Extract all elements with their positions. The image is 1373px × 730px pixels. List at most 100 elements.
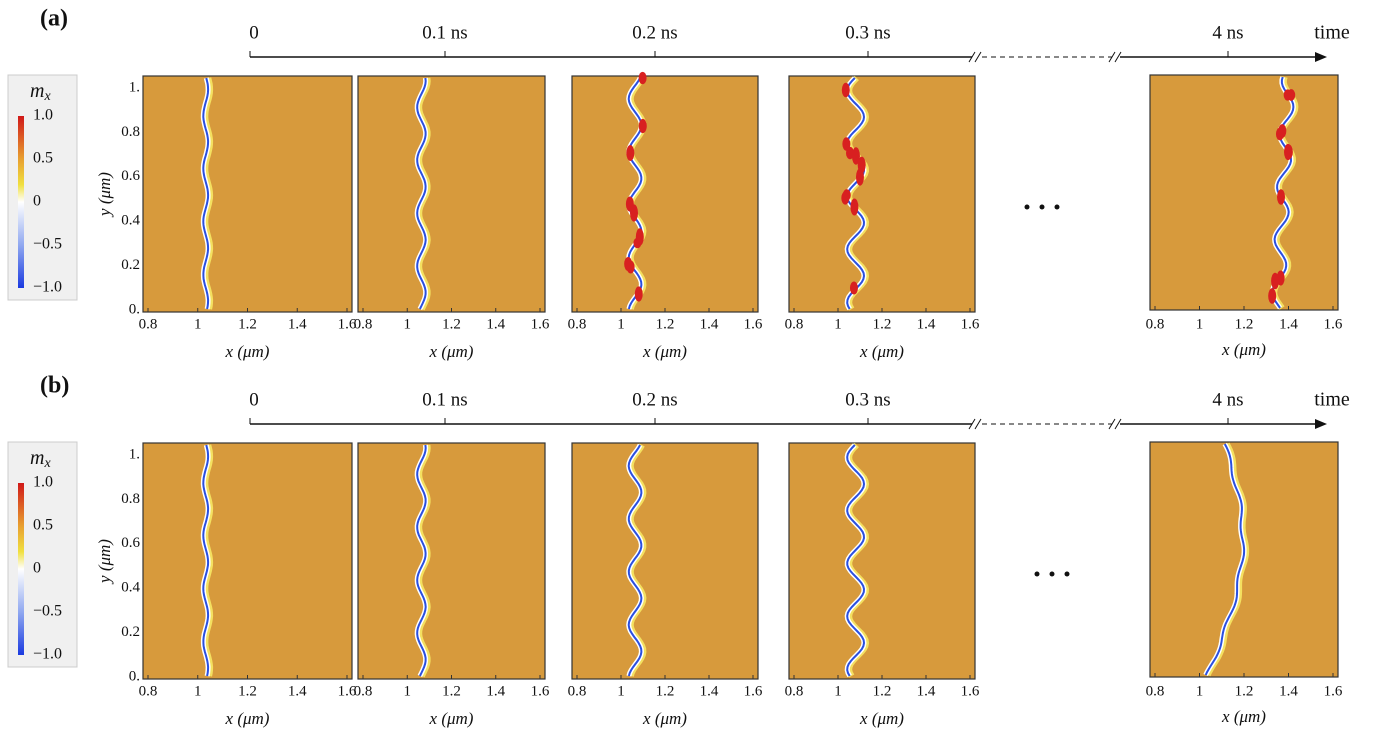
timeline-label: time: [1314, 22, 1350, 44]
x-tick-label: 0.8: [785, 683, 804, 699]
x-tick-label: 1.2: [238, 683, 257, 699]
x-tick-label: 1: [617, 683, 625, 699]
x-tick-label: 1.4: [288, 683, 307, 699]
x-tick-label: 0.8: [354, 683, 373, 699]
x-axis-label: x (μm): [859, 342, 904, 361]
red-spot: [630, 204, 638, 221]
snapshot: [143, 76, 352, 312]
colorbar-tick-label: 0.5: [33, 517, 53, 534]
colorbar-tick-label: −0.5: [33, 603, 62, 620]
timeline-tick-label: 0.2 ns: [632, 22, 677, 43]
red-spot: [841, 191, 849, 204]
colorbar-tick-label: 1.0: [33, 107, 53, 124]
arrow-head: [1315, 52, 1327, 62]
x-tick-label: 0.8: [1146, 316, 1165, 332]
arrow-head: [1315, 419, 1327, 429]
y-tick-label: 1.: [129, 79, 140, 95]
x-tick-label: 0.8: [139, 683, 158, 699]
x-tick-label: 1.2: [1235, 316, 1254, 332]
red-spot: [842, 83, 850, 97]
x-tick-label: 1.2: [442, 683, 461, 699]
x-tick-label: 1: [194, 316, 202, 332]
y-tick-label: 0.: [129, 301, 140, 317]
x-tick-label: 0.8: [568, 683, 587, 699]
colorbar-tick-label: 0.5: [33, 150, 53, 167]
x-tick-label: 0.8: [568, 316, 587, 332]
colorbar-tick-label: 1.0: [33, 474, 53, 491]
colorbar-symbol: m: [30, 80, 44, 102]
red-spot: [850, 198, 858, 215]
snapshot: [358, 76, 545, 312]
x-tick-label: 1.4: [288, 316, 307, 332]
x-tick-label: 1.6: [744, 316, 763, 332]
x-axis-label: x (μm): [642, 342, 687, 361]
red-spot: [635, 286, 643, 301]
x-tick-label: 1.4: [917, 316, 936, 332]
colorbar-subscript: x: [43, 89, 51, 104]
x-tick-label: 1: [617, 316, 625, 332]
timeline-tick-label: 4 ns: [1212, 389, 1243, 410]
x-axis-label: x (μm): [429, 342, 474, 361]
colorbar-tick-label: −1.0: [33, 646, 62, 663]
colorbar-symbol: m: [30, 447, 44, 469]
colorbar-tick-label: −0.5: [33, 236, 62, 253]
timeline-tick-label: 0.1 ns: [422, 22, 467, 43]
x-tick-label: 1.2: [656, 316, 675, 332]
y-tick-label: 0.4: [121, 580, 140, 596]
x-tick-label: 1.2: [656, 683, 675, 699]
timeline-tick-label: 0.3 ns: [845, 389, 890, 410]
x-tick-label: 1: [194, 683, 202, 699]
x-tick-label: 1.6: [961, 683, 980, 699]
x-tick-label: 1.4: [700, 683, 719, 699]
x-tick-label: 1.6: [1324, 683, 1343, 699]
snapshot: [572, 76, 758, 312]
colorbar-tick-label: −1.0: [33, 279, 62, 296]
colorbar-tick-label: 0: [33, 560, 41, 577]
ellipsis-dot: [1040, 205, 1045, 210]
x-tick-label: 1.4: [917, 683, 936, 699]
red-spot: [842, 137, 850, 150]
x-tick-label: 1.4: [1279, 683, 1298, 699]
x-tick-label: 1.4: [486, 683, 505, 699]
x-tick-label: 1: [834, 316, 842, 332]
ellipsis-dot: [1065, 572, 1070, 577]
x-axis-label: x (μm): [429, 709, 474, 728]
red-spot: [850, 282, 858, 295]
ellipsis-dot: [1050, 572, 1055, 577]
red-spot: [624, 257, 632, 271]
red-spot: [1271, 273, 1279, 290]
snapshot: [143, 443, 352, 679]
snapshot: [789, 76, 975, 312]
x-axis-label: x (μm): [859, 709, 904, 728]
x-tick-label: 1.6: [531, 683, 550, 699]
x-tick-label: 1: [1196, 316, 1204, 332]
colorbar-tick-label: 0: [33, 193, 41, 210]
timeline-tick-label: 0.1 ns: [422, 389, 467, 410]
red-spot: [1268, 288, 1276, 304]
x-tick-label: 1.6: [744, 683, 763, 699]
y-tick-label: 0.2: [121, 624, 140, 640]
ellipsis-dot: [1035, 572, 1040, 577]
x-tick-label: 1.2: [873, 683, 892, 699]
x-tick-label: 1: [404, 683, 412, 699]
y-axis-label: y (μm): [95, 539, 114, 585]
snapshot: [1150, 75, 1338, 310]
figure: (a)mx1.00.50−0.5−1.000.1 ns0.2 ns0.3 ns4…: [0, 0, 1373, 730]
timeline-tick-label: 0: [249, 389, 259, 410]
red-spot: [639, 72, 647, 84]
timeline-label: time: [1314, 389, 1350, 411]
y-axis-label: y (μm): [95, 172, 114, 218]
y-tick-label: 0.4: [121, 213, 140, 229]
x-axis-label: x (μm): [225, 342, 270, 361]
x-axis-label: x (μm): [1221, 707, 1266, 726]
red-spot: [852, 147, 860, 164]
red-spot: [1287, 89, 1295, 101]
x-tick-label: 1.2: [238, 316, 257, 332]
x-tick-label: 1: [404, 316, 412, 332]
ellipsis-dot: [1055, 205, 1060, 210]
x-tick-label: 1.4: [486, 316, 505, 332]
y-tick-label: 1.: [129, 446, 140, 462]
red-spot: [1276, 128, 1284, 141]
red-spot: [856, 168, 864, 185]
x-axis-label: x (μm): [642, 709, 687, 728]
